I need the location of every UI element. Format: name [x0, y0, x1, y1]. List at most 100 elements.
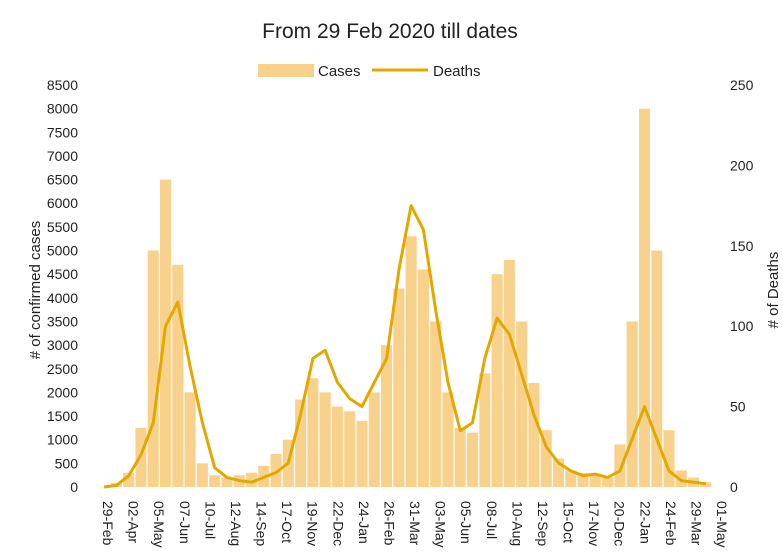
cases-bar	[467, 432, 479, 487]
cases-bar	[577, 472, 589, 487]
cases-bars	[110, 108, 712, 487]
cases-bar	[381, 345, 393, 487]
x-axis-ticks: 29-Feb 02-Apr 05-May 07-Jun 10-Jul 12-Aug 14-S…	[100, 501, 730, 548]
y2-tick-label: 200	[730, 157, 754, 173]
chart-title: From 29 Feb 2020 till dates	[262, 20, 518, 43]
cases-bar	[196, 463, 208, 487]
x-tick-label: 03-May	[433, 501, 449, 548]
cases-bar	[295, 399, 307, 487]
deaths-line	[103, 204, 707, 489]
cases-bar	[123, 472, 135, 487]
y-axis-label: # of confirmed cases	[27, 221, 44, 359]
y-tick-label: 7500	[47, 124, 78, 140]
cases-bar	[602, 477, 614, 487]
y-tick-label: 6500	[47, 172, 78, 188]
x-tick-label: 24-Jan	[356, 501, 372, 544]
y-tick-label: 2000	[47, 384, 78, 400]
cases-bar	[589, 475, 601, 487]
x-tick-label: 20-Dec	[612, 501, 628, 546]
cases-bar	[319, 392, 331, 487]
cases-bar	[626, 321, 638, 487]
x-tick-label: 01-May	[714, 501, 730, 548]
cases-bar	[663, 430, 675, 487]
y2-tick-label: 100	[730, 318, 754, 334]
x-tick-label: 12-Sep	[535, 501, 551, 546]
cases-bar	[417, 269, 429, 487]
cases-bar	[184, 392, 196, 487]
legend-label-cases: Cases	[318, 63, 361, 80]
y-tick-label: 2500	[47, 361, 78, 377]
x-tick-label: 05-Jun	[458, 501, 474, 544]
x-tick-label: 10-Jul	[202, 501, 218, 539]
x-tick-label: 08-Jul	[484, 501, 500, 539]
y-tick-label: 500	[55, 455, 79, 471]
y2-tick-label: 0	[730, 479, 738, 495]
y-tick-label: 3500	[47, 313, 78, 329]
cases-bar	[368, 392, 380, 487]
y-tick-label: 3000	[47, 337, 78, 353]
x-tick-label: 02-Apr	[126, 501, 142, 543]
cases-bar	[479, 373, 491, 487]
cases-bar	[528, 382, 540, 487]
cases-bar	[307, 378, 319, 487]
cases-bar	[651, 250, 663, 487]
cases-bar	[503, 259, 515, 487]
legend-label-deaths: Deaths	[433, 63, 481, 80]
x-tick-label: 07-Jun	[177, 501, 193, 544]
legend: Cases Deaths	[258, 63, 481, 80]
x-tick-label: 24-Feb	[663, 501, 679, 546]
cases-bar	[221, 477, 233, 487]
x-tick-label: 10-Aug	[509, 501, 525, 546]
cases-bar	[331, 406, 343, 487]
cases-bar	[405, 236, 417, 487]
y-tick-label: 7000	[47, 148, 78, 164]
cases-bar	[565, 470, 577, 487]
x-tick-label: 15-Oct	[561, 501, 577, 543]
cases-bar	[172, 264, 184, 487]
y-tick-label: 1000	[47, 432, 78, 448]
cases-bar	[430, 321, 442, 487]
x-tick-label: 19-Nov	[305, 501, 321, 546]
cases-bar	[540, 430, 552, 487]
cases-bar	[356, 420, 368, 487]
y-tick-label: 1500	[47, 408, 78, 424]
cases-bar	[147, 250, 159, 487]
cases-bar	[270, 453, 282, 487]
cases-bar	[209, 475, 221, 487]
x-tick-label: 29-Feb	[100, 501, 116, 546]
y2-tick-label: 250	[730, 77, 754, 93]
y-tick-label: 5500	[47, 219, 78, 235]
cases-bar	[454, 427, 466, 487]
x-tick-label: 12-Aug	[228, 501, 244, 546]
cases-bar	[552, 458, 565, 487]
y-tick-label: 6000	[47, 195, 78, 211]
x-tick-label: 31-Mar	[407, 501, 423, 546]
legend-swatch-cases	[258, 64, 314, 77]
cases-bar	[614, 444, 626, 487]
y2-tick-label: 150	[730, 238, 754, 254]
x-tick-label: 29-Mar	[688, 501, 704, 546]
y-tick-label: 8500	[47, 77, 78, 93]
cases-bar	[491, 274, 503, 487]
cases-bar	[393, 288, 405, 487]
cases-bar	[344, 411, 356, 487]
y2-tick-label: 50	[730, 399, 746, 415]
cases-bar	[700, 482, 712, 487]
y-tick-label: 5000	[47, 243, 78, 259]
y-tick-label: 8000	[47, 101, 78, 117]
cases-bar	[442, 392, 454, 487]
y2-axis-label: # of Deaths	[765, 252, 782, 329]
x-tick-label: 26-Feb	[381, 501, 397, 546]
x-tick-label: 14-Sep	[254, 501, 270, 546]
cases-bar	[245, 472, 258, 487]
x-tick-label: 17-Nov	[586, 501, 602, 546]
y-tick-label: 4000	[47, 290, 78, 306]
y2-axis-ticks: 0 50 100 150 200 250	[730, 77, 754, 495]
y-tick-label: 0	[70, 479, 78, 495]
y-tick-label: 4500	[47, 266, 78, 282]
x-tick-label: 17-Oct	[279, 501, 295, 543]
y-axis-ticks: 0 500 1000 1500 2000 2500 3000 3500 4000 4500 5000…	[47, 77, 78, 495]
cases-bar	[516, 321, 528, 487]
x-tick-label: 05-May	[151, 501, 167, 548]
